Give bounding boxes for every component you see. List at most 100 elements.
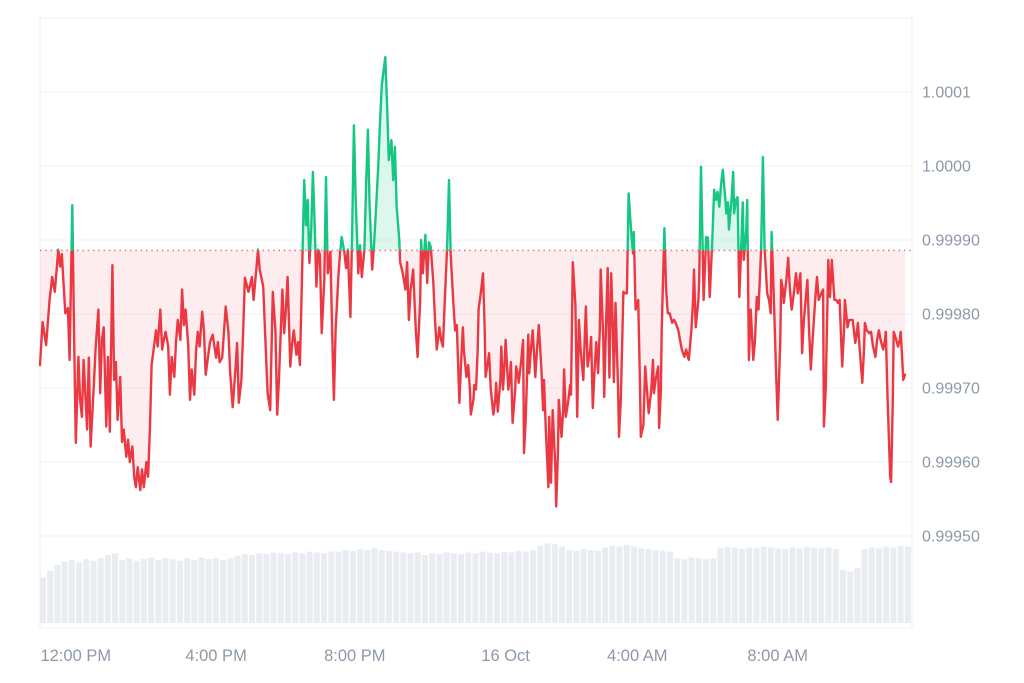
volume-bar	[818, 548, 825, 623]
volume-bar	[104, 554, 111, 623]
volume-bar	[54, 564, 61, 623]
volume-bar	[414, 552, 421, 623]
volume-bar	[825, 547, 832, 623]
volume-bar	[450, 553, 457, 623]
volume-bar	[68, 559, 75, 623]
volume-bar	[630, 546, 637, 623]
volume-bar	[47, 570, 54, 623]
volume-bar	[140, 559, 147, 623]
volume-bar	[97, 558, 104, 623]
volume-bar	[393, 551, 400, 623]
volume-bar	[364, 550, 371, 623]
volume-bar	[241, 554, 248, 623]
volume-bar	[119, 559, 126, 623]
y-axis-tick-label: 0.99950	[922, 529, 980, 546]
price-line-down	[38, 250, 907, 508]
volume-bar	[580, 549, 587, 623]
volume-bar	[342, 550, 349, 623]
volume-bar	[760, 546, 767, 623]
volume-bar	[731, 547, 738, 623]
volume-bar	[421, 554, 428, 623]
volume-bar	[40, 577, 47, 624]
volume-bar	[652, 550, 659, 623]
volume-bar	[285, 554, 292, 623]
volume-bar	[775, 548, 782, 623]
volume-bar	[666, 551, 673, 623]
volume-bar	[832, 549, 839, 623]
volume-bar	[638, 548, 645, 623]
volume-bar	[148, 557, 155, 623]
volume-bar	[270, 552, 277, 623]
volume-bar	[126, 558, 133, 623]
volume-bar	[90, 560, 97, 624]
volume-bar	[198, 557, 205, 623]
volume-bar	[400, 552, 407, 623]
volume-bar	[76, 562, 83, 623]
volume-bar	[659, 550, 666, 623]
volume-bar	[378, 550, 385, 623]
volume-bar	[587, 550, 594, 623]
volume-bar	[212, 558, 219, 623]
volume-bar	[839, 569, 846, 623]
x-axis-tick-label: 4:00 PM	[185, 647, 246, 665]
volume-bar	[277, 553, 284, 623]
volume-bar	[436, 554, 443, 623]
volume-bar	[248, 554, 255, 623]
volume-bar	[83, 559, 90, 623]
volume-bar	[357, 549, 364, 623]
volume-bar	[681, 559, 688, 623]
volume-bar	[371, 548, 378, 623]
volume-bar	[883, 546, 890, 623]
volume-bar	[184, 558, 191, 623]
volume-bar	[162, 558, 169, 623]
volume-bar	[847, 571, 854, 623]
volume-bar	[897, 545, 904, 623]
volume-bar	[472, 553, 479, 623]
volume-bar	[313, 552, 320, 623]
volume-bar	[522, 551, 529, 623]
x-axis-tick-label: 16 Oct	[481, 647, 530, 665]
volume-bar	[904, 546, 911, 623]
volume-bar	[616, 546, 623, 623]
y-axis-tick-label: 1.0000	[922, 159, 971, 176]
y-axis-tick-label: 0.99970	[922, 381, 980, 398]
volume-bar	[551, 544, 558, 623]
volume-bar	[739, 549, 746, 623]
volume-bar	[169, 559, 176, 623]
volume-bar	[789, 547, 796, 623]
volume-bar	[479, 551, 486, 623]
volume-bar	[292, 552, 299, 623]
volume-bar	[674, 558, 681, 623]
y-axis-tick-label: 0.99990	[922, 233, 980, 250]
volume-bar	[205, 559, 212, 623]
y-axis-tick-label: 1.0001	[922, 85, 971, 102]
volume-bar	[558, 546, 565, 623]
volume-bar	[61, 561, 68, 623]
volume-bar	[443, 552, 450, 623]
volume-bar	[688, 557, 695, 623]
volume-bar	[530, 550, 537, 623]
volume-bar	[349, 550, 356, 623]
price-line-up	[57, 56, 774, 251]
x-axis-tick-label: 8:00 AM	[747, 647, 808, 665]
volume-bar	[133, 560, 140, 624]
volume-bar	[457, 554, 464, 623]
volume-bar	[717, 548, 724, 623]
x-axis-tick-label: 12:00 PM	[40, 647, 111, 665]
volume-bar	[176, 560, 183, 624]
volume-bar	[782, 549, 789, 623]
volume-bar	[868, 547, 875, 623]
volume-bar	[508, 552, 515, 623]
volume-bar	[566, 550, 573, 623]
volume-bar	[875, 548, 882, 623]
volume-bar	[767, 547, 774, 623]
volume-bar	[854, 568, 861, 623]
volume-bar	[861, 549, 868, 623]
volume-bar	[335, 551, 342, 623]
volume-bar	[695, 558, 702, 623]
volume-bar	[263, 554, 270, 623]
volume-bar	[623, 545, 630, 623]
volume-bar	[602, 547, 609, 623]
volume-bar	[609, 545, 616, 623]
